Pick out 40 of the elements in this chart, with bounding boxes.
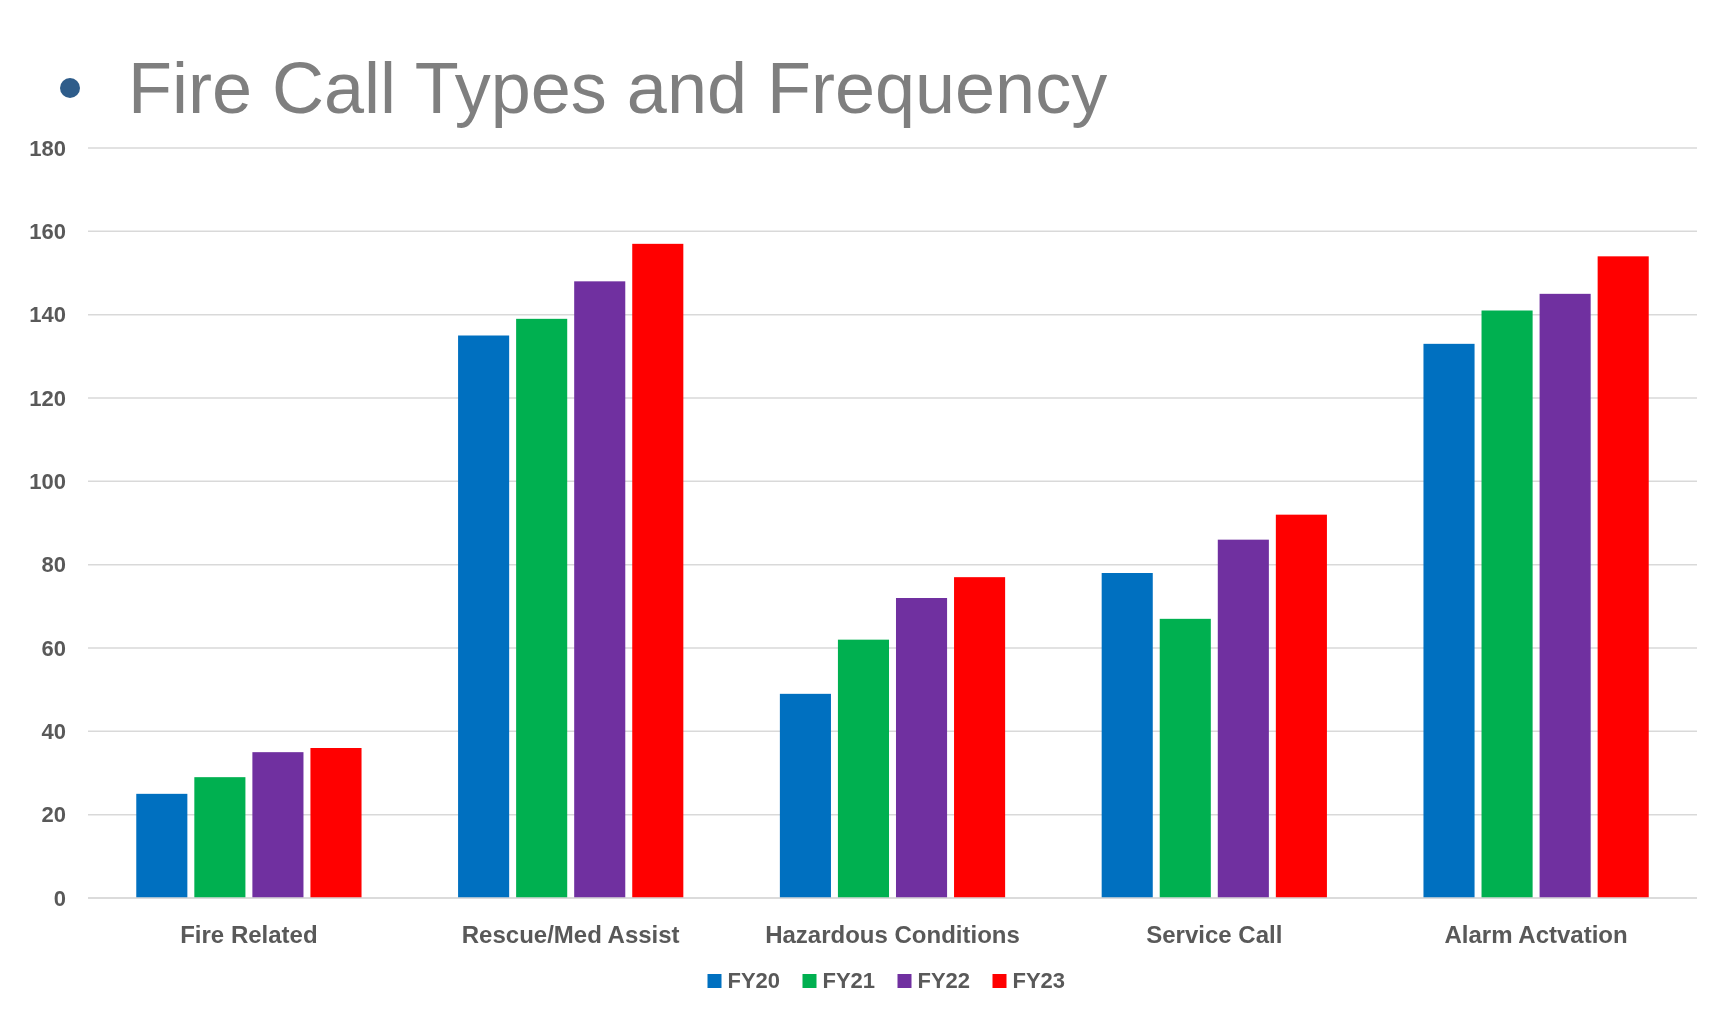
bar [1597,256,1649,898]
y-tick-label: 100 [29,469,66,495]
bar [310,748,362,898]
legend-label: FY21 [822,968,876,993]
y-tick-label: 160 [29,219,66,245]
y-tick-label: 60 [41,635,66,661]
bar [1275,514,1327,898]
bar [194,777,246,898]
y-tick-label: 180 [29,135,66,161]
bar [632,243,684,898]
x-tick-label: Hazardous Conditions [765,921,1020,948]
bar [252,752,304,898]
bar [837,639,890,898]
bar [954,577,1006,898]
bar [1423,343,1475,898]
chart-title: Fire Call Types and Frequency [128,48,1108,128]
bar [1539,293,1591,898]
bar [1101,573,1153,898]
bar [1159,618,1211,898]
bar [1481,310,1533,898]
x-tick-label: Service Call [1146,921,1283,948]
x-tick-label: Fire Related [180,921,318,948]
y-tick-label: 120 [29,385,66,411]
bar [516,318,568,898]
x-tick-label: Alarm Actvation [1444,921,1628,948]
legend-label: FY20 [727,968,781,993]
y-tick-label: 20 [41,802,66,828]
y-tick-label: 0 [53,885,66,911]
bar [1217,539,1269,898]
bar [136,793,188,898]
bar [895,598,948,898]
bar [574,281,626,898]
x-tick-label: Rescue/Med Assist [461,921,680,948]
y-tick-label: 80 [41,552,66,578]
y-tick-label: 40 [41,719,66,745]
bar [458,335,510,898]
legend-label: FY23 [1012,968,1066,993]
legend-label: FY22 [917,968,971,993]
y-tick-label: 140 [29,302,66,328]
bar [779,693,831,898]
